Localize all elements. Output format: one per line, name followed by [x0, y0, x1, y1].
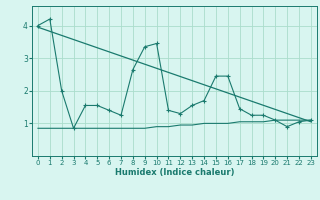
X-axis label: Humidex (Indice chaleur): Humidex (Indice chaleur) [115, 168, 234, 177]
